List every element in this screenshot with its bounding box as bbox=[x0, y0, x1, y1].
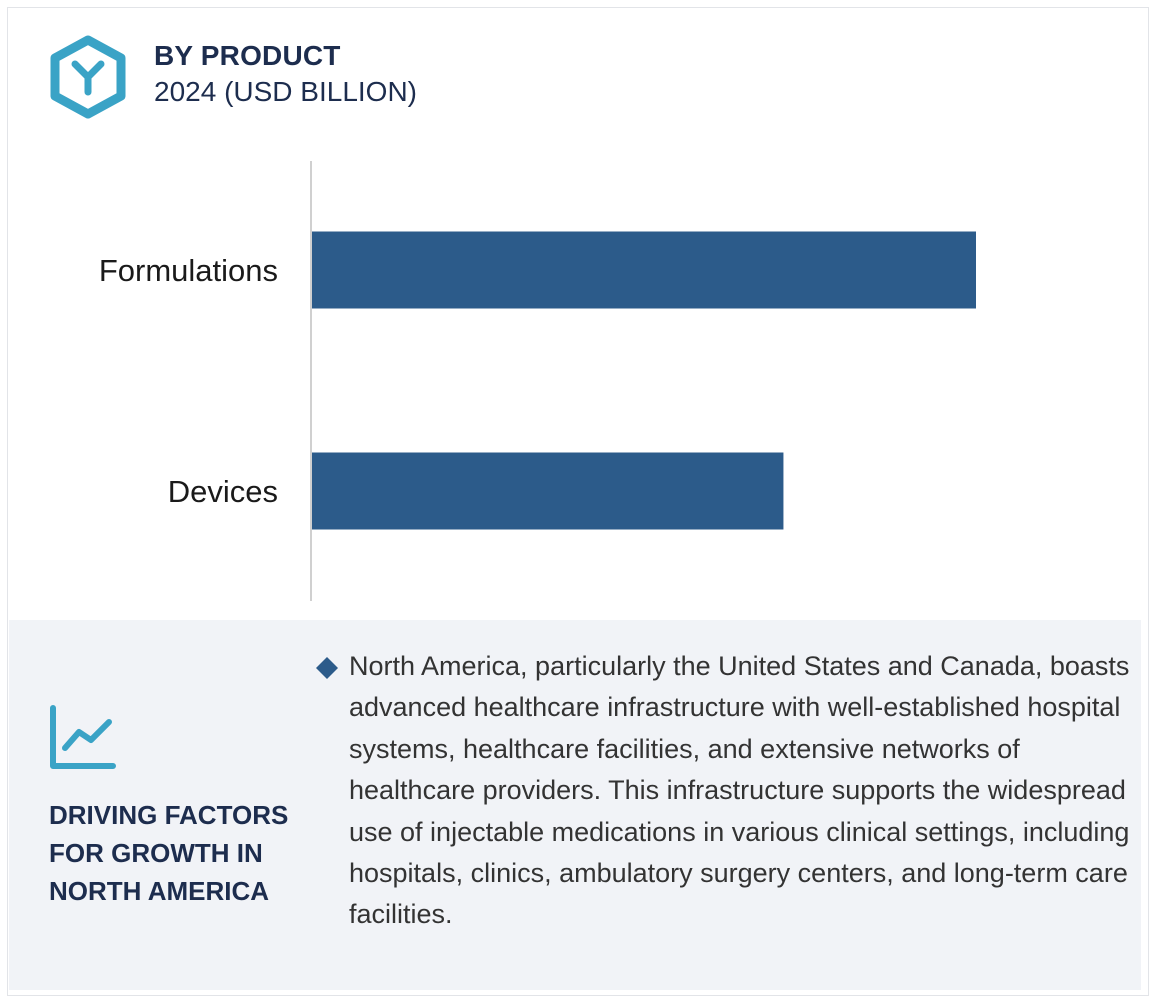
chart-subtitle: 2024 (USD BILLION) bbox=[154, 76, 417, 107]
category-label-formulations: Formulations bbox=[99, 253, 278, 288]
bar-devices bbox=[312, 452, 784, 530]
hexagon-y-icon bbox=[50, 35, 126, 119]
factor-bullet-text: North America, particularly the United S… bbox=[349, 651, 1130, 930]
chart-title: BY PRODUCT bbox=[154, 40, 341, 71]
line-chart-icon bbox=[50, 705, 116, 769]
category-label-devices: Devices bbox=[168, 474, 278, 509]
diamond-bullet-icon bbox=[316, 657, 338, 679]
product-card: BY PRODUCT 2024 (USD BILLION) Formulatio… bbox=[7, 7, 1149, 996]
bar-formulations bbox=[312, 231, 976, 309]
bar-chart: Formulations Devices bbox=[99, 161, 976, 601]
driving-factors-panel: DRIVING FACTORS FOR GROWTH IN NORTH AMER… bbox=[9, 620, 1141, 990]
factors-title: DRIVING FACTORS FOR GROWTH IN NORTH AMER… bbox=[49, 800, 289, 906]
